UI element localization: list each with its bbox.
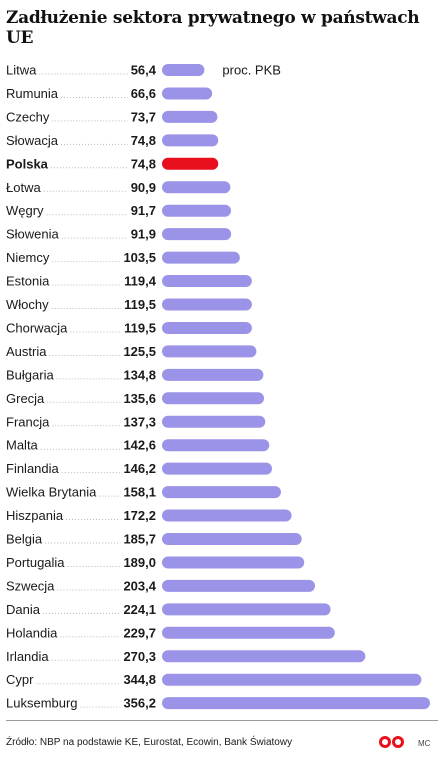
bar bbox=[162, 673, 422, 686]
category-label: Luksemburg bbox=[6, 696, 78, 711]
value-label: 344,8 bbox=[123, 672, 156, 687]
bar bbox=[162, 110, 218, 123]
bar bbox=[162, 697, 430, 710]
value-label: 172,2 bbox=[123, 508, 156, 523]
category-label: Irlandia bbox=[6, 649, 49, 664]
category-label: Wielka Brytania bbox=[6, 485, 97, 500]
category-label: Portugalia bbox=[6, 555, 65, 570]
value-label: 119,5 bbox=[124, 320, 156, 335]
bar bbox=[162, 415, 266, 428]
bar bbox=[162, 87, 213, 100]
bar bbox=[162, 345, 257, 358]
chart-title: Zadłużenie sektora prywatnego w państwac… bbox=[6, 8, 420, 48]
category-label: Hiszpania bbox=[6, 508, 64, 523]
value-label: 229,7 bbox=[123, 625, 156, 640]
category-label: Malta bbox=[6, 438, 39, 453]
category-label: Słowenia bbox=[6, 227, 60, 242]
value-label: 125,5 bbox=[123, 344, 156, 359]
bar bbox=[162, 486, 281, 499]
value-label: 203,4 bbox=[123, 578, 156, 593]
bar bbox=[162, 650, 366, 663]
bar bbox=[162, 626, 335, 639]
category-label: Bułgaria bbox=[6, 367, 54, 382]
value-label: 189,0 bbox=[123, 555, 156, 570]
bar bbox=[162, 392, 265, 405]
bar bbox=[162, 134, 219, 147]
value-label: 74,8 bbox=[131, 156, 156, 171]
value-label: 134,8 bbox=[123, 367, 156, 382]
category-label: Dania bbox=[6, 602, 41, 617]
value-label: 91,7 bbox=[131, 203, 156, 218]
value-label: 224,1 bbox=[123, 602, 156, 617]
value-label: 66,6 bbox=[131, 86, 156, 101]
category-label: Grecja bbox=[6, 391, 45, 406]
value-label: 56,4 bbox=[131, 63, 157, 78]
value-label: 90,9 bbox=[131, 180, 156, 195]
category-label: Włochy bbox=[6, 297, 49, 312]
publisher-logo-icon bbox=[379, 736, 404, 748]
category-label: Cypr bbox=[6, 672, 34, 687]
bar bbox=[162, 439, 270, 452]
category-label: Rumunia bbox=[6, 86, 59, 101]
bar bbox=[162, 251, 240, 264]
author-initials: MC bbox=[418, 739, 431, 748]
category-label: Szwecja bbox=[6, 578, 55, 593]
category-label: Łotwa bbox=[6, 180, 41, 195]
bar bbox=[162, 556, 305, 569]
value-label: 146,2 bbox=[123, 461, 156, 476]
bar-chart: Litwa 56,4 proc. PKB Rumunia 66,6 Czechy 73,7 S… bbox=[6, 63, 430, 711]
category-label: Węgry bbox=[6, 203, 44, 218]
bar bbox=[162, 204, 231, 217]
value-label: 356,2 bbox=[123, 696, 156, 711]
value-label: 135,6 bbox=[123, 391, 156, 406]
bar bbox=[162, 275, 252, 288]
bar bbox=[162, 321, 252, 334]
category-label: Słowacja bbox=[6, 133, 59, 148]
value-label: 73,7 bbox=[131, 109, 156, 124]
category-label: Polska bbox=[6, 156, 49, 171]
footer-divider bbox=[6, 720, 438, 721]
category-label: Chorwacja bbox=[6, 320, 68, 335]
bar bbox=[162, 228, 232, 241]
category-label: Belgia bbox=[6, 532, 43, 547]
bar bbox=[162, 533, 302, 545]
value-label: 91,9 bbox=[131, 227, 156, 242]
category-label: Estonia bbox=[6, 274, 50, 289]
category-label: Francja bbox=[6, 414, 50, 429]
value-label: 74,8 bbox=[131, 133, 156, 148]
bar bbox=[162, 368, 264, 381]
bar bbox=[162, 64, 205, 76]
bar bbox=[162, 157, 219, 170]
category-label: Czechy bbox=[6, 109, 50, 124]
value-label: 137,3 bbox=[123, 414, 156, 429]
bar bbox=[162, 603, 331, 616]
category-label: Litwa bbox=[6, 63, 37, 78]
bar bbox=[162, 509, 292, 522]
category-label: Niemcy bbox=[6, 250, 50, 265]
bar bbox=[162, 462, 272, 475]
bar bbox=[162, 298, 252, 311]
value-label: 119,5 bbox=[124, 297, 156, 312]
bar bbox=[162, 579, 316, 592]
category-label: Finlandia bbox=[6, 461, 60, 476]
value-label: 119,4 bbox=[124, 274, 157, 289]
source-note: Źródło: NBP na podstawie KE, Eurostat, E… bbox=[6, 737, 293, 748]
unit-label: proc. PKB bbox=[222, 63, 281, 78]
value-label: 270,3 bbox=[123, 649, 156, 664]
category-label: Austria bbox=[6, 344, 47, 359]
bar bbox=[162, 181, 231, 194]
category-label: Holandia bbox=[6, 625, 58, 640]
value-label: 185,7 bbox=[123, 532, 156, 547]
value-label: 103,5 bbox=[123, 250, 156, 265]
value-label: 142,6 bbox=[123, 438, 156, 453]
value-label: 158,1 bbox=[123, 485, 156, 500]
